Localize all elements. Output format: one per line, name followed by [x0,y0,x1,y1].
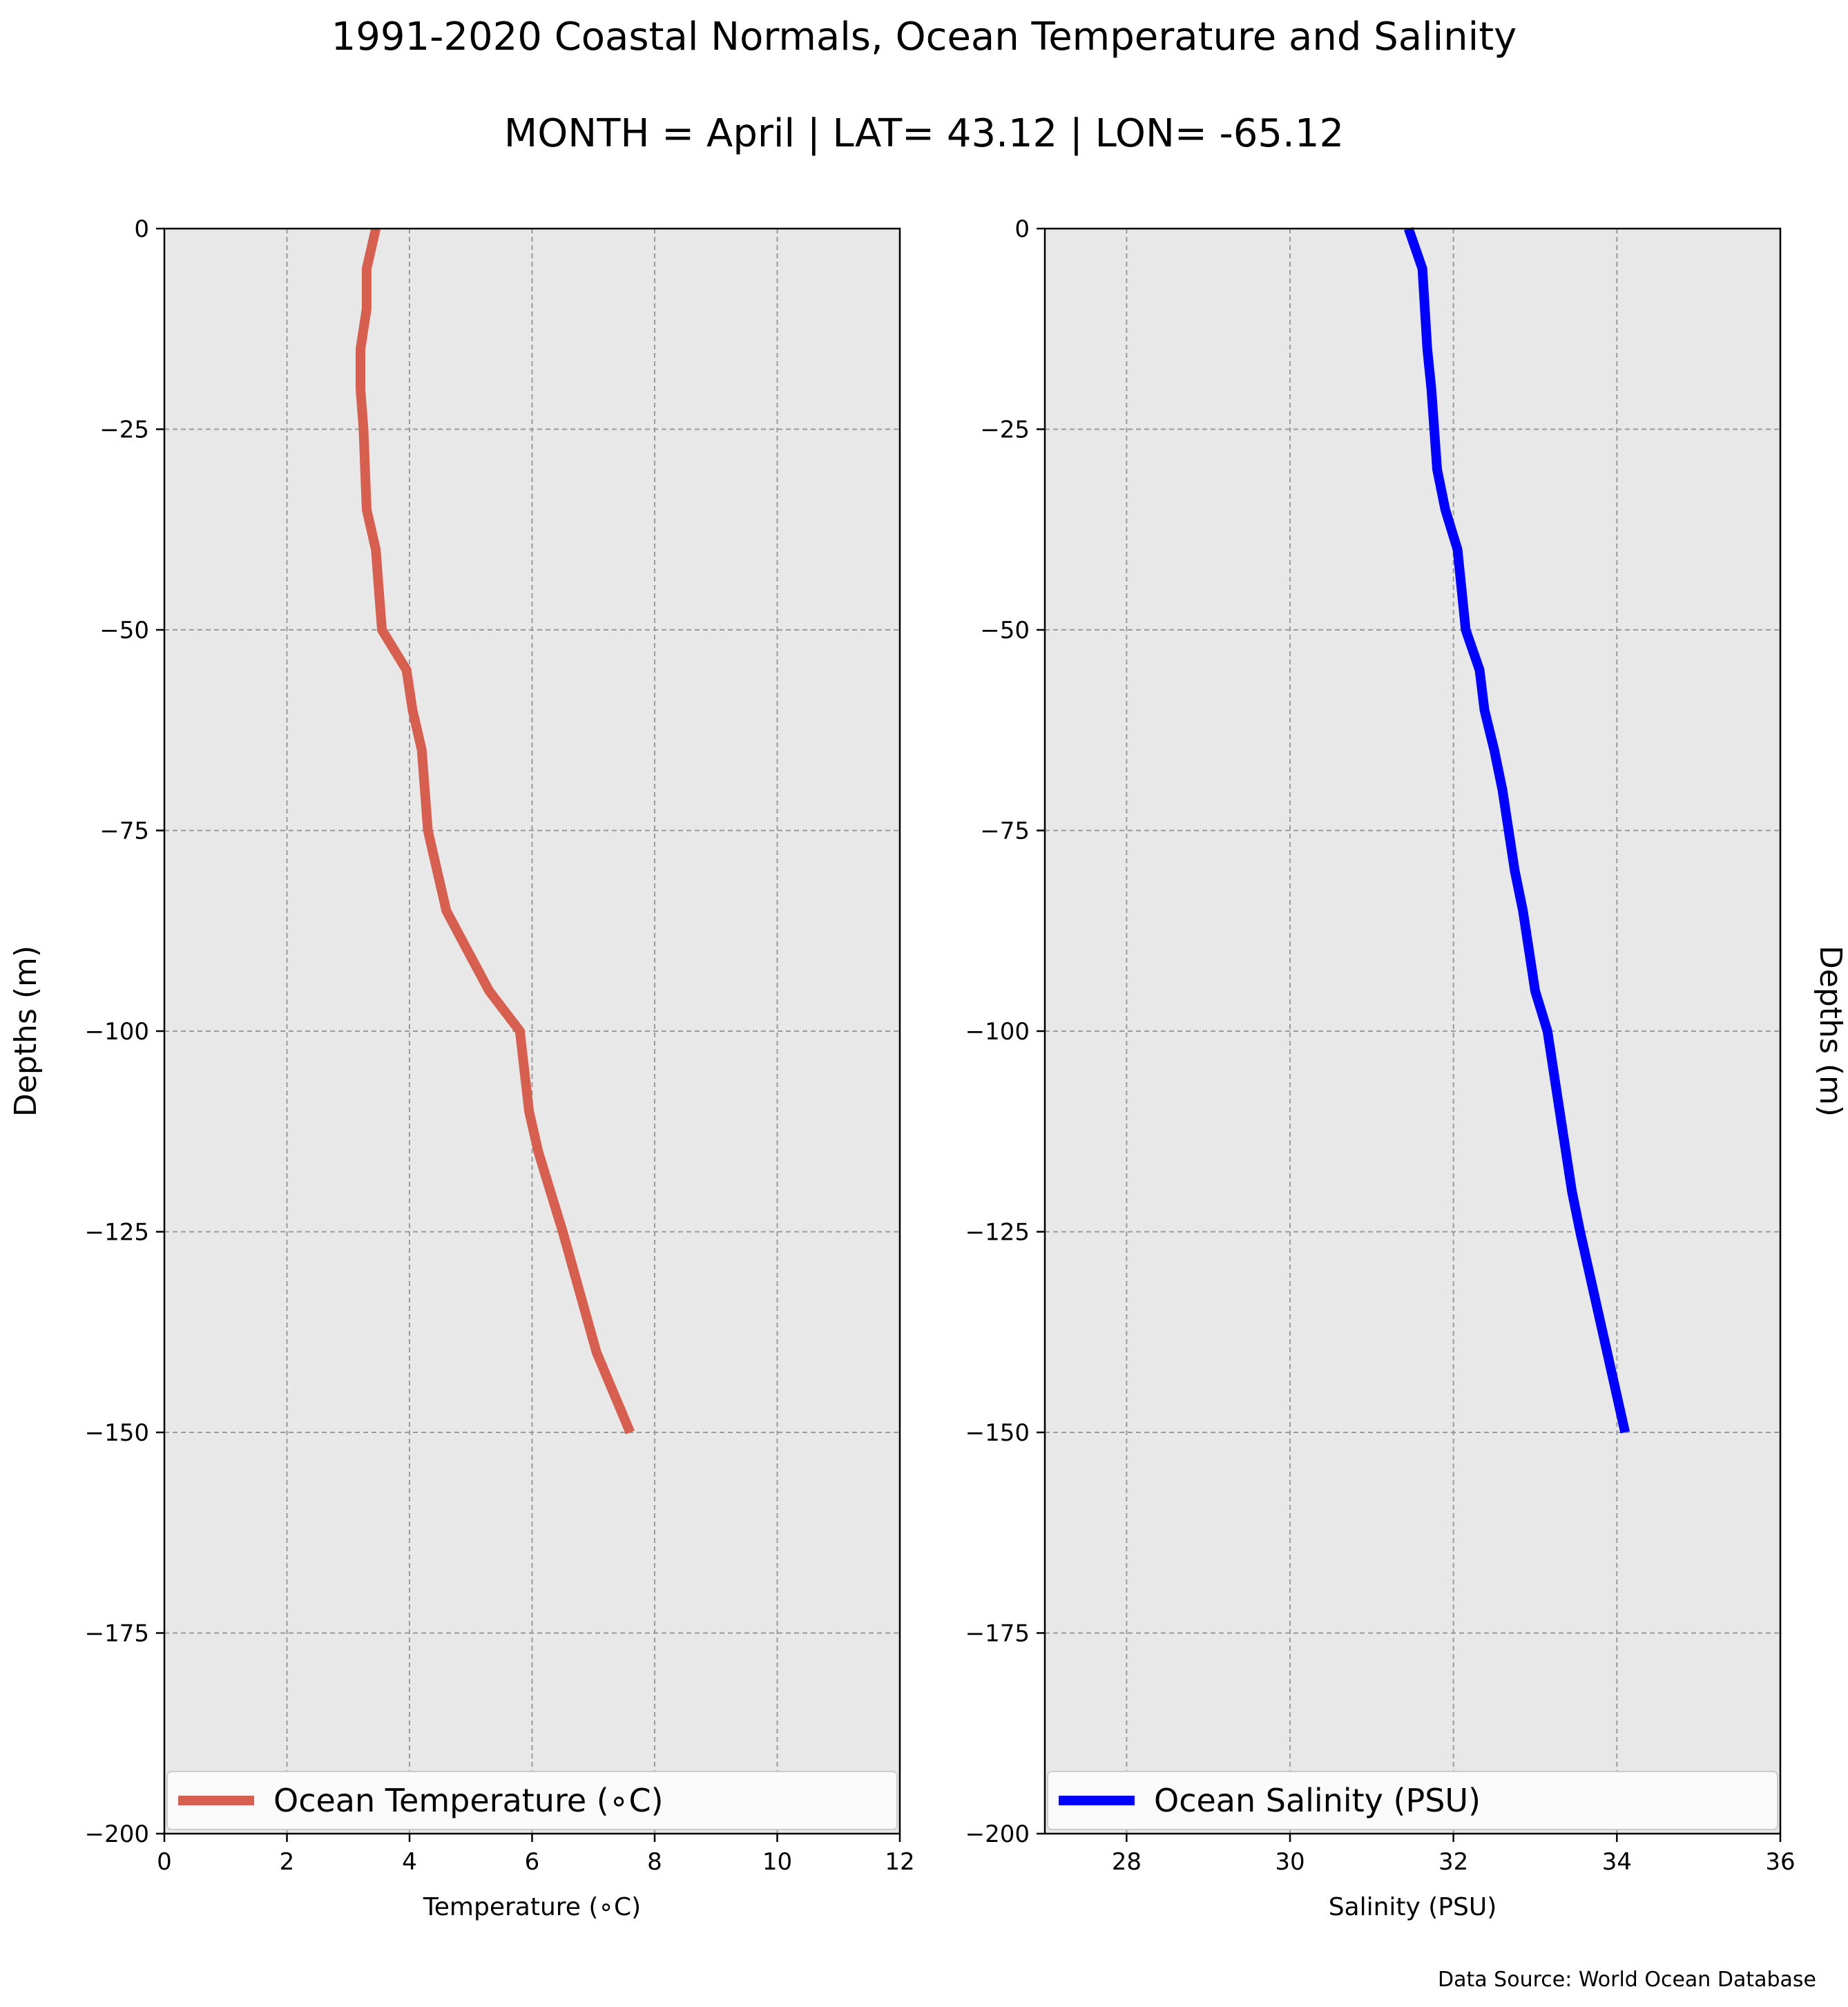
y-tick-label: −50 [980,617,1030,644]
y-tick-label: −75 [99,818,149,845]
y-tick-label: −175 [85,1620,149,1648]
y-tick-label: −175 [965,1620,1030,1648]
y-tick-label: −75 [980,818,1030,845]
x-tick-label: 28 [1112,1848,1142,1876]
y-tick-label: −200 [965,1821,1030,1848]
x-tick-label: 36 [1765,1848,1795,1876]
figure-subtitle: MONTH = April | LAT= 43.12 | LON= -65.12 [504,111,1344,156]
legend-label: Ocean Temperature (∘C) [273,1782,664,1819]
y-tick-label: −100 [85,1018,149,1046]
y-tick-label: −125 [85,1219,149,1247]
figure-title: 1991-2020 Coastal Normals, Ocean Tempera… [331,15,1517,59]
series-line [356,227,635,1434]
y-axis-label: Depths (m) [8,945,44,1117]
x-axis-label: Salinity (PSU) [1329,1893,1497,1921]
x-tick-label: 10 [762,1848,792,1876]
y-tick-label: −150 [85,1419,149,1447]
y-tick-label: 0 [134,215,149,243]
x-tick-label: 34 [1602,1848,1632,1876]
y-tick-label: −25 [980,416,1030,444]
x-tick-label: 32 [1438,1848,1468,1876]
y-tick-label: −125 [965,1219,1030,1247]
x-tick-label: 8 [647,1848,662,1876]
series-line [1403,227,1630,1434]
x-tick-label: 2 [280,1848,295,1876]
y-axis-label: Depths (m) [1813,945,1848,1117]
salinity-panel: 28 30 32 34 36 0 −25 −50 −75 −100 −125 −150 −175 −200… [965,215,1848,1921]
legend-label: Ocean Salinity (PSU) [1154,1782,1481,1819]
x-tick-label: 12 [885,1848,914,1876]
y-tick-label: −50 [99,617,149,644]
x-tick-label: 0 [157,1848,172,1876]
y-tick-label: −150 [965,1419,1030,1447]
legend-box [166,1771,898,1830]
y-tick-label: −200 [85,1821,149,1848]
y-tick-label: −100 [965,1018,1030,1046]
x-tick-label: 6 [525,1848,540,1876]
y-tick-label: −25 [99,416,149,444]
x-axis-label: Temperature (∘C) [423,1893,641,1921]
legend-box [1047,1771,1778,1830]
x-tick-label: 30 [1275,1848,1305,1876]
y-tick-label: 0 [1014,215,1030,243]
x-tick-label: 4 [402,1848,417,1876]
data-source-note: Data Source: World Ocean Database [1438,1968,1816,1992]
temperature-panel: 0 2 4 6 8 10 12 0 −25 −50 −75 −100 −125 −150 −175 −200 T… [8,215,915,1921]
